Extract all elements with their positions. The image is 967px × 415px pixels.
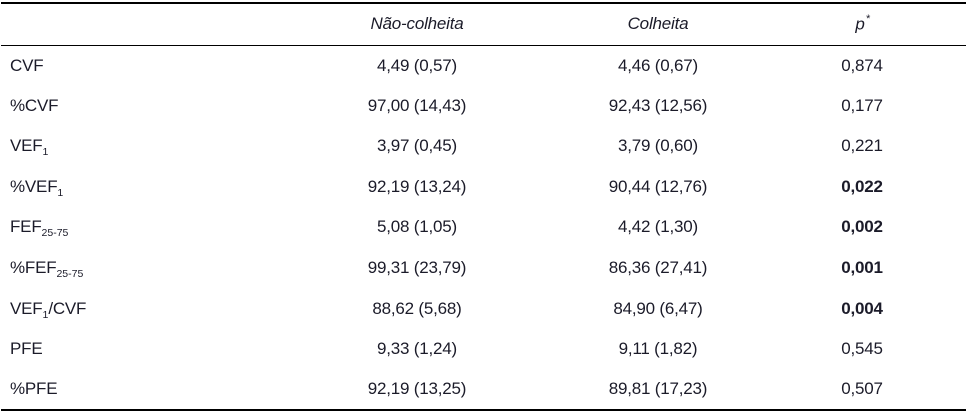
cell-p-value: 0,177	[841, 95, 883, 115]
cell-nao-colheita: 97,00 (14,43)	[367, 95, 467, 115]
cell-nao-colheita: 4,49 (0,57)	[376, 55, 458, 75]
cell-p-value: 0,545	[841, 339, 883, 359]
cell-p-value: 0,002	[841, 217, 883, 237]
table-row: CVF 4,49 (0,57) 4,46 (0,67) 0,874	[1, 45, 966, 86]
table-row: %PFE 92,19 (13,25) 89,81 (17,23) 0,507	[1, 369, 966, 410]
row-label: PFE	[10, 339, 43, 359]
row-label: %VEF1	[10, 176, 64, 199]
cell-colheita: 9,11 (1,82)	[618, 339, 698, 359]
header-colheita: Colheita	[558, 3, 758, 46]
cell-nao-colheita: 5,08 (1,05)	[376, 217, 458, 237]
cell-colheita: 89,81 (17,23)	[608, 379, 708, 399]
cell-colheita: 92,43 (12,56)	[608, 95, 708, 115]
cell-nao-colheita: 92,19 (13,25)	[367, 379, 467, 399]
header-parameter	[1, 3, 276, 46]
cell-nao-colheita: 9,33 (1,24)	[376, 339, 458, 359]
cell-p-value: 0,874	[841, 55, 883, 75]
cell-nao-colheita: 92,19 (13,24)	[367, 176, 467, 196]
cell-nao-colheita: 88,62 (5,68)	[372, 298, 462, 318]
cell-nao-colheita: 3,97 (0,45)	[376, 136, 458, 156]
table-row: VEF1/CVF 88,62 (5,68) 84,90 (6,47) 0,004	[1, 288, 966, 329]
row-label: VEF1	[10, 136, 49, 159]
table-row: FEF25-75 5,08 (1,05) 4,42 (1,30) 0,002	[1, 207, 966, 248]
p-label: p	[855, 14, 865, 34]
p-asterisk: *	[865, 12, 870, 25]
row-label: %CVF	[10, 95, 59, 115]
table-row: %VEF1 92,19 (13,24) 90,44 (12,76) 0,022	[1, 167, 966, 208]
cell-p-value: 0,022	[841, 176, 883, 196]
table-row: PFE 9,33 (1,24) 9,11 (1,82) 0,545	[1, 329, 966, 370]
cell-colheita: 4,42 (1,30)	[617, 217, 699, 237]
cell-colheita: 84,90 (6,47)	[613, 298, 703, 318]
row-label: %PFE	[10, 379, 58, 399]
row-label: %FEF25-75	[10, 258, 84, 280]
row-label: VEF1/CVF	[10, 298, 87, 321]
table-row: VEF1 3,97 (0,45) 3,79 (0,60) 0,221	[1, 126, 966, 167]
row-label: FEF25-75	[10, 217, 69, 240]
cell-colheita: 3,79 (0,60)	[617, 136, 699, 156]
header-p-value: p*	[758, 3, 966, 46]
row-label: CVF	[10, 55, 44, 75]
cell-colheita: 90,44 (12,76)	[608, 176, 708, 196]
cell-nao-colheita: 99,31 (23,79)	[367, 258, 467, 277]
cell-colheita: 4,46 (0,67)	[617, 55, 699, 75]
cell-p-value: 0,001	[841, 258, 883, 277]
cell-colheita: 86,36 (27,41)	[608, 258, 708, 277]
header-row: Não-colheita Colheita p*	[1, 3, 966, 46]
cell-p-value: 0,507	[841, 379, 883, 399]
table-row: %FEF25-75 99,31 (23,79) 86,36 (27,41) 0,…	[1, 248, 966, 289]
table-row: %CVF 97,00 (14,43) 92,43 (12,56) 0,177	[1, 86, 966, 127]
header-nao-colheita: Não-colheita	[276, 3, 558, 46]
cell-p-value: 0,221	[841, 136, 883, 156]
cell-p-value: 0,004	[841, 298, 883, 318]
